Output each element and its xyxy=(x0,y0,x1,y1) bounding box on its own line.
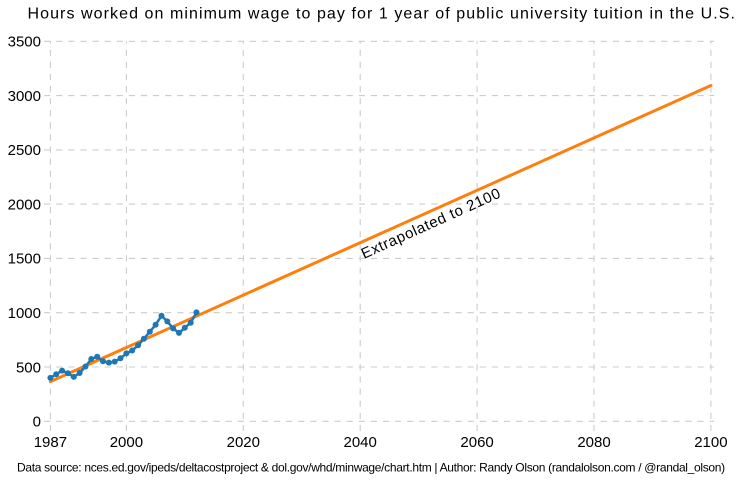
svg-text:500: 500 xyxy=(16,359,41,376)
svg-text:Extrapolated to 2100: Extrapolated to 2100 xyxy=(359,185,504,263)
svg-text:2000: 2000 xyxy=(8,196,41,213)
svg-text:3000: 3000 xyxy=(8,88,41,105)
svg-text:2500: 2500 xyxy=(8,142,41,159)
svg-text:1500: 1500 xyxy=(8,251,41,268)
svg-text:2040: 2040 xyxy=(344,434,377,451)
svg-text:3500: 3500 xyxy=(8,34,41,51)
svg-text:1987: 1987 xyxy=(34,434,67,451)
svg-text:Hours worked on minimum wage t: Hours worked on minimum wage to pay for … xyxy=(28,6,736,23)
svg-text:0: 0 xyxy=(33,414,41,431)
svg-text:2060: 2060 xyxy=(460,434,493,451)
svg-text:2080: 2080 xyxy=(577,434,610,451)
svg-text:2000: 2000 xyxy=(110,434,143,451)
svg-text:1000: 1000 xyxy=(8,305,41,322)
svg-text:2100: 2100 xyxy=(694,434,727,451)
svg-text:2020: 2020 xyxy=(227,434,260,451)
svg-text:Data source: nces.ed.gov/ipeds: Data source: nces.ed.gov/ipeds/deltacost… xyxy=(17,461,725,475)
